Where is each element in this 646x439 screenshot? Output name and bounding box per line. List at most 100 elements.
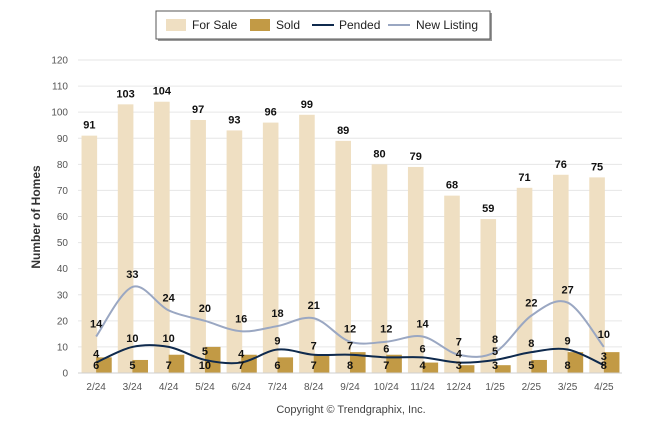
sold-bar xyxy=(313,354,330,373)
sold-bar xyxy=(531,359,547,373)
sold-value-label: 6 xyxy=(93,360,99,372)
new-listing-value-label: 18 xyxy=(271,308,283,320)
sold-bar xyxy=(204,346,221,373)
pended-value-label: 9 xyxy=(565,336,571,348)
bar-layer xyxy=(81,101,620,374)
for-sale-value-label: 103 xyxy=(116,88,134,100)
pended-value-label: 4 xyxy=(93,349,100,361)
sold-value-label: 5 xyxy=(528,360,534,372)
for-sale-value-label: 93 xyxy=(228,114,240,126)
sold-bar xyxy=(495,365,511,373)
x-tick-label: 1/25 xyxy=(485,382,505,393)
sold-value-label: 4 xyxy=(419,360,426,372)
for-sale-value-label: 99 xyxy=(301,99,313,111)
new-listing-value-label: 27 xyxy=(561,285,573,297)
x-tick-label: 3/25 xyxy=(558,382,578,393)
for-sale-value-label: 80 xyxy=(373,148,385,160)
sold-bar xyxy=(168,354,185,373)
y-tick-label: 70 xyxy=(57,186,69,197)
pended-value-label: 7 xyxy=(311,341,317,353)
sold-value-label: 10 xyxy=(199,360,211,372)
pended-value-label: 5 xyxy=(492,346,498,358)
sold-value-label: 7 xyxy=(311,360,317,372)
y-tick-label: 30 xyxy=(57,290,69,301)
for-sale-value-label: 96 xyxy=(265,107,277,119)
pended-value-label: 5 xyxy=(202,346,208,358)
x-tick-label: 3/24 xyxy=(123,382,143,393)
pended-value-label: 10 xyxy=(126,333,138,345)
new-listing-value-label: 12 xyxy=(380,324,392,336)
line-layer xyxy=(95,285,605,367)
for-sale-bar xyxy=(117,104,134,373)
y-tick-label: 100 xyxy=(51,108,68,119)
sold-value-label: 8 xyxy=(347,360,353,372)
for-sale-bar xyxy=(553,174,569,373)
sold-value-label: 7 xyxy=(166,360,172,372)
pended-value-label: 6 xyxy=(383,343,389,355)
pended-value-label: 8 xyxy=(528,338,534,350)
new-listing-value-label: 21 xyxy=(308,300,320,312)
sold-bar xyxy=(567,352,584,373)
pended-value-label: 10 xyxy=(163,333,175,345)
for-sale-value-label: 97 xyxy=(192,104,204,116)
for-sale-bar xyxy=(444,195,460,373)
label-layer: 9114461033310510424107972051093164796189… xyxy=(83,86,610,372)
for-sale-bar xyxy=(81,135,98,373)
sold-value-label: 8 xyxy=(601,360,607,372)
new-listing-value-label: 22 xyxy=(525,298,537,310)
new-listing-value-label: 14 xyxy=(416,318,429,330)
y-tick-label: 90 xyxy=(57,134,69,145)
new-listing-value-label: 33 xyxy=(126,269,138,281)
sold-value-label: 7 xyxy=(383,360,389,372)
sold-bar xyxy=(132,359,148,373)
y-tick-label: 80 xyxy=(57,160,69,171)
x-tick-label: 11/24 xyxy=(410,382,435,393)
new-listing-value-label: 20 xyxy=(199,303,211,315)
for-sale-value-label: 59 xyxy=(482,203,494,215)
y-tick-label: 20 xyxy=(57,316,69,327)
new-listing-value-label: 8 xyxy=(492,334,498,346)
for-sale-value-label: 71 xyxy=(518,172,530,184)
x-tick-label: 5/24 xyxy=(195,382,215,393)
new-listing-value-label: 24 xyxy=(163,292,176,304)
new-listing-value-label: 16 xyxy=(235,313,247,325)
legend-item-for-sale-swatch xyxy=(166,19,186,31)
x-tick-label: 10/24 xyxy=(374,382,399,393)
for-sale-value-label: 79 xyxy=(410,151,422,163)
pended-line xyxy=(95,344,605,367)
pended-value-label: 4 xyxy=(456,349,463,361)
copyright-footer: Copyright © Trendgraphix, Inc. xyxy=(276,404,425,416)
new-listing-value-label: 12 xyxy=(344,324,356,336)
sold-bar xyxy=(277,357,294,373)
for-sale-bar xyxy=(335,140,351,373)
for-sale-bar xyxy=(371,164,388,373)
pended-value-label: 4 xyxy=(238,349,245,361)
sold-bar xyxy=(422,362,439,373)
sold-bar xyxy=(350,352,366,373)
y-tick-label: 120 xyxy=(51,56,68,67)
legend-item-for-sale-label: For Sale xyxy=(192,18,238,32)
y-tick-label: 40 xyxy=(57,264,69,275)
x-tick-label: 12/24 xyxy=(446,382,471,393)
legend-item-pended-label: Pended xyxy=(339,18,380,32)
y-tick-label: 110 xyxy=(52,82,68,93)
new-listing-line xyxy=(95,285,605,358)
pended-value-label: 6 xyxy=(419,343,425,355)
sold-value-label: 7 xyxy=(238,360,244,372)
y-tick-label: 10 xyxy=(57,342,69,353)
x-tick-label: 9/24 xyxy=(340,382,360,393)
legend-item-sold-swatch xyxy=(250,19,270,31)
x-tick-label: 4/24 xyxy=(159,382,179,393)
x-tick-label: 6/24 xyxy=(231,382,251,393)
y-axis-label: Number of Homes xyxy=(29,165,43,269)
new-listing-value-label: 14 xyxy=(90,318,103,330)
new-listing-value-label: 10 xyxy=(598,329,610,341)
x-tick-label: 4/25 xyxy=(594,382,614,393)
axis-layer: 0 10 20 30 40 50 60 70 80 90 100 110 120 2/24 3/24 4/24… xyxy=(51,56,622,393)
x-tick-label: 7/24 xyxy=(268,382,288,393)
for-sale-value-label: 91 xyxy=(83,120,95,132)
for-sale-bar xyxy=(262,122,279,373)
pended-value-label: 9 xyxy=(274,336,280,348)
for-sale-bar xyxy=(480,219,497,373)
